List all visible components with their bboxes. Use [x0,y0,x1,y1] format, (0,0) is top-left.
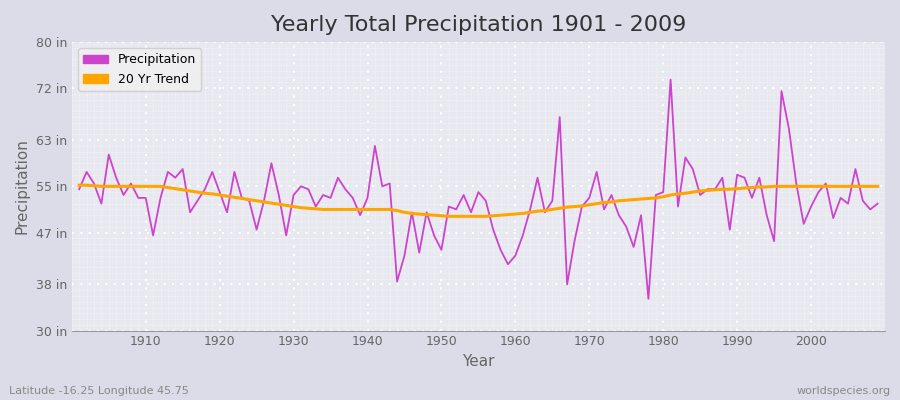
Title: Yearly Total Precipitation 1901 - 2009: Yearly Total Precipitation 1901 - 2009 [271,15,686,35]
Legend: Precipitation, 20 Yr Trend: Precipitation, 20 Yr Trend [78,48,202,91]
Y-axis label: Precipitation: Precipitation [15,138,30,234]
X-axis label: Year: Year [462,354,495,369]
Text: Latitude -16.25 Longitude 45.75: Latitude -16.25 Longitude 45.75 [9,386,189,396]
Text: worldspecies.org: worldspecies.org [796,386,891,396]
